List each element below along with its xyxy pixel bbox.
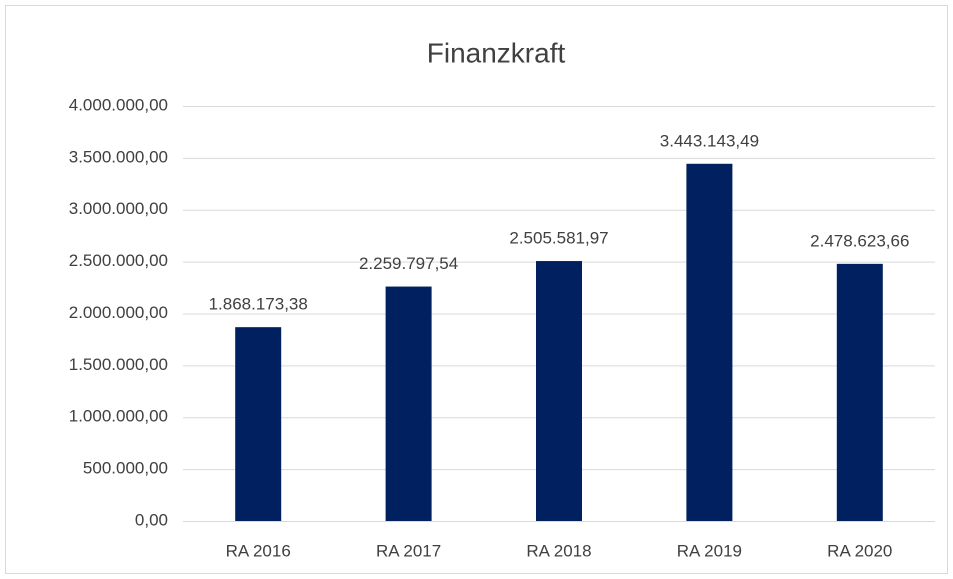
y-tick-label: 3.000.000,00 [69, 199, 168, 218]
y-tick-label: 1.000.000,00 [69, 407, 168, 426]
data-label: 2.505.581,97 [509, 229, 608, 248]
y-tick-label: 2.500.000,00 [69, 251, 168, 270]
chart-title: Finanzkraft [427, 37, 566, 68]
data-label: 3.443.143,49 [660, 131, 759, 150]
bar [385, 286, 432, 521]
y-tick-label: 4.000.000,00 [69, 95, 168, 114]
data-label: 1.868.173,38 [209, 295, 308, 314]
bar [836, 263, 883, 521]
y-tick-label: 2.000.000,00 [69, 303, 168, 322]
y-tick-label: 500.000,00 [83, 459, 168, 478]
bar [686, 163, 733, 521]
y-tick-label: 0,00 [135, 510, 168, 529]
x-tick-label: RA 2018 [526, 541, 591, 560]
data-label: 2.259.797,54 [359, 254, 458, 273]
y-tick-label: 3.500.000,00 [69, 147, 168, 166]
y-tick-label: 1.500.000,00 [69, 355, 168, 374]
x-tick-label: RA 2019 [677, 541, 742, 560]
chart-border [5, 5, 948, 574]
bar [235, 327, 282, 521]
x-tick-label: RA 2017 [376, 541, 441, 560]
data-label: 2.478.623,66 [810, 231, 909, 250]
bar [536, 261, 582, 521]
x-tick-label: RA 2020 [827, 541, 892, 560]
x-tick-label: RA 2016 [226, 541, 291, 560]
